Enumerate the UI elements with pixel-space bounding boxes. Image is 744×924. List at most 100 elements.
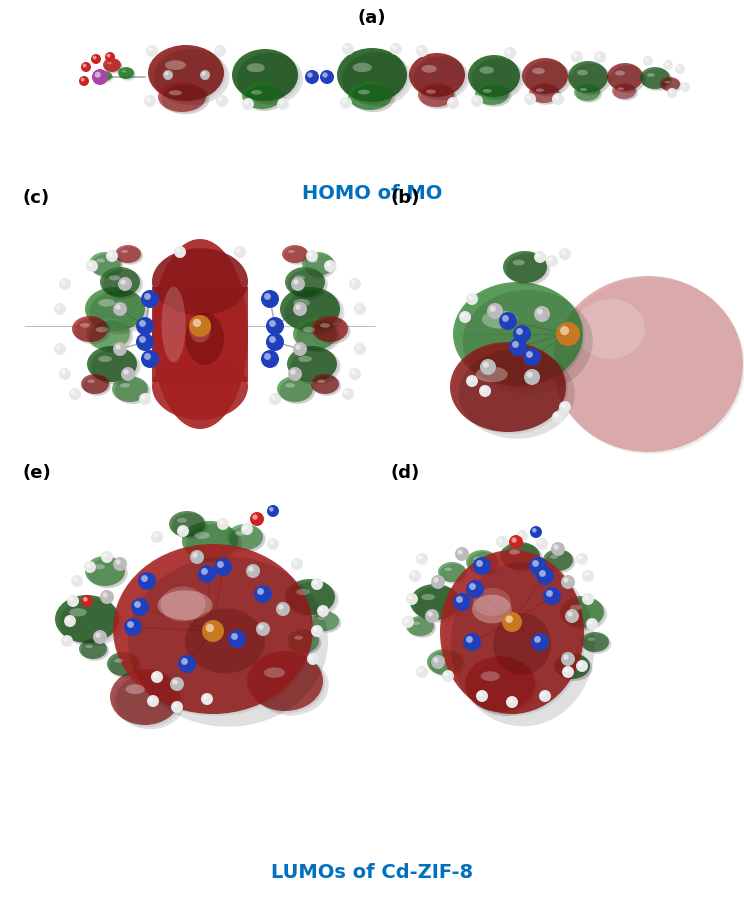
Ellipse shape — [74, 318, 111, 344]
Ellipse shape — [562, 660, 572, 664]
Ellipse shape — [350, 84, 394, 112]
Ellipse shape — [293, 299, 310, 307]
Circle shape — [669, 90, 673, 93]
Ellipse shape — [277, 376, 313, 402]
Ellipse shape — [571, 64, 611, 95]
Ellipse shape — [459, 348, 574, 439]
Ellipse shape — [112, 376, 148, 402]
Circle shape — [141, 575, 148, 582]
Ellipse shape — [279, 378, 315, 404]
Ellipse shape — [101, 74, 105, 76]
Ellipse shape — [414, 587, 464, 623]
Ellipse shape — [505, 253, 549, 285]
Ellipse shape — [408, 617, 436, 638]
Circle shape — [271, 395, 275, 399]
Ellipse shape — [440, 564, 468, 583]
Circle shape — [576, 660, 588, 672]
Circle shape — [529, 557, 547, 575]
Ellipse shape — [280, 287, 340, 331]
Circle shape — [149, 697, 153, 701]
Circle shape — [261, 290, 279, 308]
Circle shape — [344, 390, 349, 395]
Circle shape — [487, 303, 503, 319]
Ellipse shape — [411, 55, 467, 99]
Ellipse shape — [313, 613, 341, 633]
Circle shape — [113, 557, 127, 571]
Ellipse shape — [184, 523, 240, 563]
Circle shape — [136, 333, 154, 351]
Ellipse shape — [119, 67, 135, 79]
Circle shape — [61, 370, 65, 374]
Circle shape — [201, 568, 208, 575]
Ellipse shape — [576, 84, 602, 103]
Circle shape — [509, 338, 527, 356]
Ellipse shape — [247, 63, 265, 72]
Circle shape — [516, 328, 523, 334]
Circle shape — [664, 62, 669, 66]
Ellipse shape — [440, 550, 584, 714]
Circle shape — [534, 306, 550, 322]
Circle shape — [568, 612, 573, 616]
Ellipse shape — [87, 346, 137, 382]
Circle shape — [151, 671, 163, 683]
Ellipse shape — [452, 344, 568, 434]
Circle shape — [582, 570, 594, 582]
Circle shape — [498, 538, 503, 542]
Circle shape — [258, 625, 263, 629]
Ellipse shape — [664, 80, 670, 83]
Circle shape — [243, 525, 248, 529]
Ellipse shape — [570, 63, 610, 95]
Text: (a): (a) — [358, 9, 386, 27]
Ellipse shape — [245, 85, 285, 111]
Circle shape — [236, 248, 240, 252]
Ellipse shape — [288, 269, 328, 299]
Circle shape — [356, 345, 361, 349]
Circle shape — [293, 560, 298, 565]
Ellipse shape — [79, 639, 107, 659]
Ellipse shape — [89, 321, 133, 352]
Ellipse shape — [102, 269, 142, 299]
Circle shape — [257, 588, 264, 595]
Text: (e): (e) — [22, 464, 51, 482]
Ellipse shape — [609, 65, 645, 93]
Circle shape — [344, 45, 349, 50]
Ellipse shape — [450, 342, 566, 432]
Circle shape — [578, 555, 583, 560]
Circle shape — [267, 538, 279, 550]
Circle shape — [144, 353, 151, 360]
Circle shape — [181, 658, 188, 665]
Circle shape — [449, 99, 454, 103]
Circle shape — [408, 595, 413, 600]
Circle shape — [406, 593, 418, 605]
Ellipse shape — [244, 85, 284, 111]
Ellipse shape — [421, 594, 435, 600]
Circle shape — [563, 578, 568, 583]
Ellipse shape — [507, 253, 551, 286]
Ellipse shape — [409, 53, 465, 97]
Text: (c): (c) — [22, 189, 49, 207]
Ellipse shape — [453, 282, 583, 386]
Ellipse shape — [235, 531, 245, 536]
Circle shape — [560, 326, 569, 335]
Ellipse shape — [287, 269, 327, 299]
Ellipse shape — [662, 79, 682, 93]
Circle shape — [418, 668, 423, 673]
Ellipse shape — [104, 59, 122, 73]
Circle shape — [88, 262, 92, 267]
Circle shape — [290, 370, 295, 375]
Circle shape — [663, 60, 673, 70]
Ellipse shape — [522, 58, 568, 94]
Circle shape — [479, 385, 491, 397]
Circle shape — [536, 309, 543, 315]
Circle shape — [564, 668, 568, 673]
Ellipse shape — [110, 669, 180, 725]
Circle shape — [80, 78, 85, 81]
Circle shape — [244, 100, 248, 104]
Circle shape — [471, 95, 483, 107]
Ellipse shape — [120, 69, 136, 81]
Ellipse shape — [553, 276, 743, 452]
Circle shape — [447, 97, 459, 109]
Ellipse shape — [182, 521, 238, 561]
Circle shape — [248, 566, 254, 572]
Circle shape — [458, 550, 463, 554]
